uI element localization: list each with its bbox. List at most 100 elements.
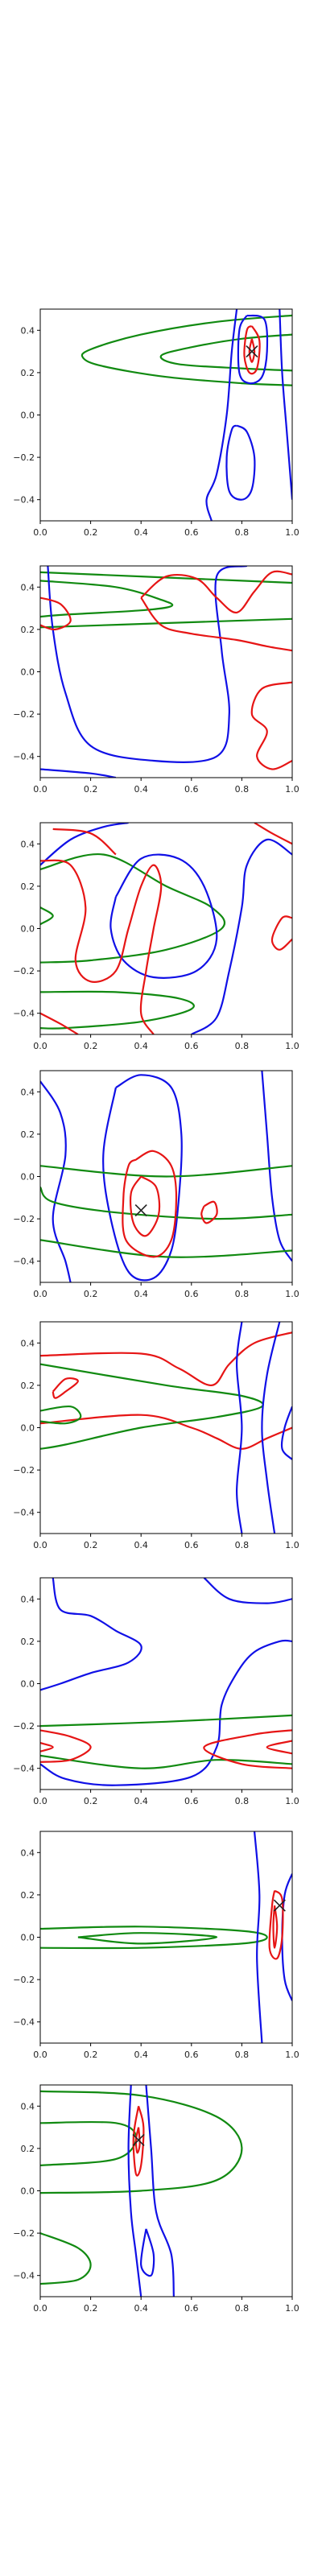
contour-red-10: [254, 823, 292, 845]
x-tick-label: 0.6: [184, 527, 199, 538]
x-tick-label: 1.0: [285, 1540, 299, 1550]
x-tick-label: 0.8: [235, 2050, 250, 2060]
x-tick-label: 0.8: [235, 1540, 250, 1550]
contour-blue-3: [261, 1071, 292, 1262]
y-tick-label: −0.2: [13, 966, 35, 976]
contour-blue-5: [109, 853, 218, 979]
x-marker-stroke-b: [246, 345, 258, 358]
contour-green-3: [40, 2232, 92, 2285]
y-tick-label: 0.4: [21, 1338, 35, 1348]
contour-red-5: [268, 1889, 284, 1960]
axes-panel-8: 0.0 0.2 0.4 0.6 0.8 1.0 0.4 0.2 0.0 −0.2 −0.4: [13, 2084, 299, 2314]
x-tick-label: 0.6: [184, 1796, 199, 1806]
contour-green-3: [40, 990, 195, 1030]
x-tick-label: 0.8: [235, 527, 250, 538]
contour-blue-6: [191, 838, 292, 1034]
contour-blue-5: [40, 768, 117, 778]
contour-blue-2: [102, 1074, 183, 1282]
contour-red-9: [266, 1740, 292, 1755]
contour-red-1: [40, 1331, 292, 1386]
axes-panel-6: 0.0 0.2 0.4 0.6 0.8 1.0 0.4 0.2 0.0 −0.2 −0.4: [13, 1577, 299, 1806]
contour-green-5: [40, 1405, 82, 1425]
x-tick-label: 0.0: [33, 527, 47, 538]
y-tick-label: 0.2: [21, 368, 35, 378]
x-tick-label: 0.6: [184, 2050, 199, 2060]
y-tick-label: −0.2: [13, 709, 35, 720]
x-marker-stroke-b: [273, 1899, 286, 1912]
y-tick-label: −0.4: [13, 495, 35, 506]
x-marker: [132, 2133, 145, 2146]
x-tick-label: 0.0: [33, 1289, 47, 1299]
contour-blue-5: [145, 2085, 175, 2297]
contour-green-2: [159, 333, 292, 372]
axes-frame: [39, 308, 293, 522]
contour-red-9: [250, 681, 292, 770]
contour-red-7: [129, 1175, 161, 1237]
contour-green-2: [40, 906, 54, 926]
contour-red-6: [272, 1905, 279, 1949]
axes-panel-2: 0.0 0.2 0.4 0.6 0.8 1.0 0.4 0.2 0.0 −0.2 −0.4: [13, 565, 299, 795]
contour-blue-4: [127, 2085, 142, 2297]
y-tick-label: 0.0: [21, 1679, 35, 1690]
contour-green-2: [77, 1932, 218, 1945]
contour-blue-2: [203, 1578, 292, 1604]
contour-blue-3: [254, 1831, 263, 2043]
contour-red-7: [140, 597, 292, 652]
contour-blue-7: [261, 1322, 281, 1534]
x-tick-label: 0.8: [235, 784, 250, 795]
x-tick-label: 0.6: [184, 784, 199, 795]
contour-green-5: [40, 1754, 292, 1769]
contour-red-9: [40, 1012, 79, 1034]
contour-red-11: [270, 915, 292, 951]
x-tick-label: 0.0: [33, 2050, 47, 2060]
contour-blue-5: [237, 314, 269, 385]
contour-red-8: [40, 597, 72, 631]
y-tick-label: −0.4: [13, 1508, 35, 1518]
contour-red-8: [122, 1150, 178, 1258]
contour-blue-3: [40, 1639, 292, 1786]
contour-green-5: [40, 1186, 292, 1220]
y-tick-label: −0.2: [13, 1214, 35, 1224]
y-tick-label: 0.0: [21, 411, 35, 421]
y-tick-label: 0.4: [21, 1594, 35, 1604]
x-tick-label: 1.0: [285, 2050, 299, 2060]
x-tick-label: 0.0: [33, 1796, 47, 1806]
y-tick-label: −0.4: [13, 752, 35, 762]
contour-layer: [40, 823, 292, 1034]
contour-layer: [40, 1322, 292, 1534]
axes-frame: [39, 565, 293, 778]
y-tick-label: −0.4: [13, 1009, 35, 1019]
y-tick-label: 0.0: [21, 1172, 35, 1183]
y-tick-label: 0.2: [21, 1129, 35, 1140]
x-tick-label: 0.2: [84, 1041, 98, 1051]
contour-red-2: [40, 1414, 292, 1450]
contour-red-8: [248, 338, 256, 363]
x-tick-label: 0.4: [134, 784, 148, 795]
contour-green-4: [40, 1363, 264, 1450]
x-tick-label: 0.4: [134, 527, 148, 538]
contour-layer: [40, 1831, 292, 2043]
contour-green-6: [40, 1239, 292, 1258]
contour-blue-1: [40, 1080, 72, 1282]
x-tick-label: 0.4: [134, 1540, 148, 1550]
y-tick-label: 0.0: [21, 667, 35, 678]
x-tick-label: 0.0: [33, 1041, 47, 1051]
x-tick-label: 0.0: [33, 784, 47, 795]
y-tick-label: 0.4: [21, 325, 35, 336]
contour-red-6: [40, 1729, 92, 1763]
contour-red-7: [40, 859, 163, 1034]
contour-layer: [80, 309, 292, 521]
axes-panel-5: 0.0 0.2 0.4 0.6 0.8 1.0 0.4 0.2 0.0 −0.2 −0.4: [13, 1321, 299, 1550]
y-tick-label: 0.2: [21, 2144, 35, 2154]
x-tick-label: 1.0: [285, 527, 299, 538]
contour-blue-6: [140, 2228, 155, 2277]
contour-layer: [40, 1578, 292, 1786]
y-tick-label: 0.2: [21, 1381, 35, 1391]
x-tick-label: 1.0: [285, 1796, 299, 1806]
y-tick-label: −0.2: [13, 2228, 35, 2239]
y-tick-label: 0.0: [21, 1423, 35, 1434]
contour-blue-1: [40, 1578, 142, 1691]
x-tick-label: 0.6: [184, 2303, 199, 2314]
x-tick-label: 0.2: [84, 784, 98, 795]
